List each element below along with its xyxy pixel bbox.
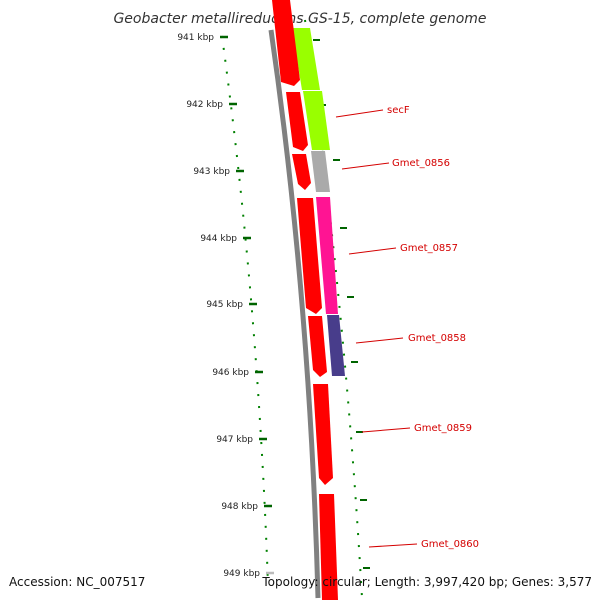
gene-label-gmet-0859[interactable]: Gmet_0859 <box>414 423 472 434</box>
gene-label-gmet-0860[interactable]: Gmet_0860 <box>421 539 479 550</box>
ruler-tick-label: 945 kbp <box>206 300 243 310</box>
cog-block-gmet-0857 <box>316 197 338 314</box>
gene-arrow-gmet-0859[interactable] <box>308 316 327 377</box>
gene-label-gmet-0858[interactable]: Gmet_0858 <box>408 333 466 344</box>
ruler-tick-label: 943 kbp <box>193 167 230 177</box>
ruler-tick-label: 942 kbp <box>186 100 223 110</box>
ruler-tick-label: 949 kbp <box>223 569 260 579</box>
cog-block-gmet-0856 <box>311 151 330 192</box>
leader-line-gmet-0858 <box>355 337 404 344</box>
leader-line-gmet-0860 <box>368 543 418 548</box>
ruler-tick-label: 946 kbp <box>212 368 249 378</box>
accession-label: Accession: NC_007517 <box>9 575 145 589</box>
genome-summary: Topology: circular; Length: 3,997,420 bp… <box>261 575 592 589</box>
gene-arrow-gmet-0861[interactable] <box>319 494 338 600</box>
gene-label-gmet-0856[interactable]: Gmet_0856 <box>392 158 450 169</box>
gene-arrow-gmet-0857[interactable] <box>292 154 311 190</box>
ruler-tick-label: 947 kbp <box>216 435 253 445</box>
kbp-ruler: 941 kbp 942 kbp 943 kbp 944 kbp 945 kbp 946 k… <box>177 33 274 586</box>
forward-strand-genes <box>272 0 338 600</box>
leader-line-gmet-0859 <box>361 427 411 433</box>
cog-block-secF <box>292 28 320 90</box>
leader-line-gmet-0856 <box>341 162 390 170</box>
cog-block-gmet-0858 <box>327 315 345 376</box>
gene-label-secF[interactable]: secF <box>387 105 410 116</box>
genome-backbone <box>268 29 321 599</box>
gene-arrow-gmet-0855[interactable] <box>272 0 300 86</box>
ruler-ticks: 941 kbp 942 kbp 943 kbp 944 kbp 945 kbp 946 k… <box>177 33 274 579</box>
cog-block-secF <box>303 91 330 150</box>
gene-labels: secF Gmet_0856 Gmet_0857 Gmet_0858 Gmet_… <box>335 105 479 550</box>
gene-label-gmet-0857[interactable]: Gmet_0857 <box>400 243 458 254</box>
ruler-tick-label: 944 kbp <box>200 234 237 244</box>
gene-arrow-gmet-0860[interactable] <box>313 384 333 485</box>
ruler-tick-label: 941 kbp <box>177 33 214 43</box>
gene-arrow-gmet-0858[interactable] <box>297 198 322 314</box>
map-title: Geobacter metallireducens GS-15, complet… <box>113 11 486 27</box>
leader-line-gmet-0857 <box>348 247 397 255</box>
gene-arrow-gmet-0856[interactable] <box>286 92 308 151</box>
cog-track <box>292 28 345 376</box>
leader-line-secF <box>335 109 384 118</box>
ruler-tick-label: 948 kbp <box>221 502 258 512</box>
